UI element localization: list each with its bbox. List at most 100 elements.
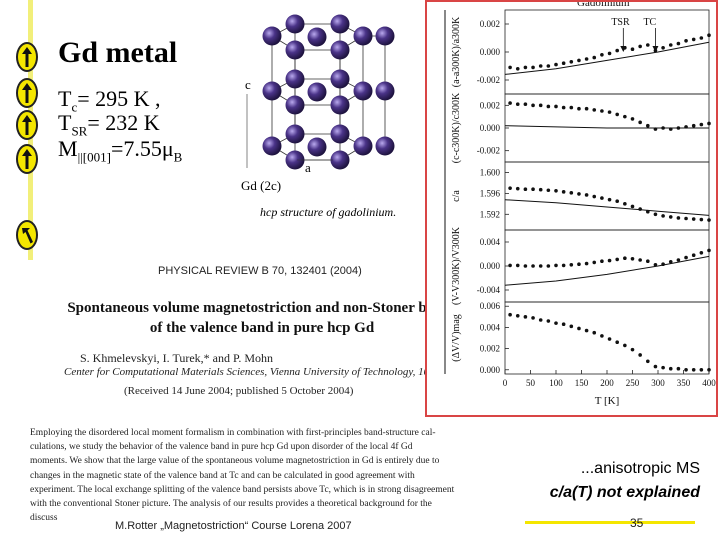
data-point [569, 105, 574, 110]
y-tick-label: 0.006 [480, 301, 501, 311]
paper-received: (Received 14 June 2004; published 5 Octo… [124, 385, 354, 397]
data-point [630, 204, 635, 209]
data-point [707, 218, 711, 222]
tsr-line: TSR= 232 K [58, 110, 160, 139]
data-point [653, 127, 658, 131]
data-point [531, 65, 535, 70]
data-point [561, 263, 566, 268]
data-point [508, 312, 512, 317]
data-point [577, 106, 581, 111]
data-point [615, 340, 619, 345]
data-point [600, 109, 604, 113]
data-point [684, 216, 688, 221]
slide-footer: M.Rotter „Magnetostriction“ Course Loren… [115, 520, 352, 532]
data-point [615, 112, 619, 117]
data-point [607, 258, 612, 263]
data-point [638, 44, 642, 49]
data-point [646, 209, 650, 214]
data-point [646, 123, 650, 128]
nav-up-button-4[interactable] [16, 144, 38, 174]
data-point [646, 43, 650, 47]
gd-atom [330, 124, 350, 144]
chart-panel-frame [504, 9, 710, 95]
data-point [699, 251, 704, 255]
calc-curve [504, 199, 710, 216]
x-tick-label: 300 [651, 378, 665, 388]
data-point [531, 264, 535, 268]
data-point [546, 319, 551, 323]
data-point [668, 215, 673, 219]
data-point [600, 196, 604, 200]
gd-atom [262, 136, 282, 156]
gd-atom [307, 137, 327, 157]
data-point [554, 62, 558, 67]
gadolinium-figure: Gadolinium 0.002 0.000 -0.002 (a-a300K)/a300… [425, 0, 718, 417]
data-point [592, 55, 597, 60]
tc-line: Tc= 295 K , [58, 86, 161, 115]
data-point [615, 199, 619, 204]
nav-up-button-2[interactable] [16, 78, 38, 108]
y-tick-label: -0.002 [477, 146, 500, 156]
gd-atom [262, 81, 282, 101]
gd-atom [330, 14, 350, 34]
gd-atom [285, 150, 305, 170]
nav-diagonal-button[interactable] [16, 220, 38, 250]
data-point [584, 193, 589, 197]
gd-atom [330, 150, 350, 170]
y-tick-label: 0.000 [480, 47, 501, 57]
gd-atom [375, 81, 395, 101]
chart-panel-frame [504, 229, 710, 303]
data-point [554, 321, 558, 325]
data-point [554, 263, 558, 268]
data-point [600, 259, 604, 264]
data-point [584, 261, 589, 266]
data-point [561, 322, 566, 327]
transition-label: TC [643, 17, 656, 28]
x-tick-label: 0 [503, 378, 508, 388]
abstract-line: with the conventional Stoner picture. Th… [30, 499, 432, 510]
hcp-crystal-diagram: c a Gd (2c) [235, 10, 430, 220]
data-point [531, 187, 535, 191]
gd-atom [330, 69, 350, 89]
abstract-line: moments. We show that the large value of… [30, 456, 440, 467]
data-point [707, 33, 711, 37]
data-point [523, 315, 528, 319]
gd-atom [285, 69, 305, 89]
crystal-structure-svg [246, 14, 395, 170]
slide-title: Gd metal [58, 36, 178, 69]
data-point [676, 216, 681, 220]
data-point [523, 264, 528, 268]
nav-up-button-3[interactable] [16, 110, 38, 140]
data-point [592, 108, 597, 112]
paper-title: Spontaneous volume magnetostriction and … [62, 298, 462, 338]
data-point [523, 187, 528, 191]
gd-atom [375, 136, 395, 156]
data-point [523, 102, 528, 106]
data-point [607, 337, 612, 341]
gd-atom [353, 26, 373, 46]
y-tick-label: 0.002 [480, 19, 500, 29]
arrow-up-left-icon [22, 228, 33, 244]
data-point [638, 120, 642, 125]
data-point [515, 67, 520, 71]
data-point [623, 256, 627, 260]
x-tick-label: 350 [677, 378, 691, 388]
data-point [546, 264, 551, 268]
y-axis-label: (ΔV/V)mag [451, 314, 462, 362]
nav-up-button-1[interactable] [16, 42, 38, 72]
arrow-up-icon [22, 83, 32, 103]
data-point [561, 105, 566, 110]
data-point [646, 259, 650, 264]
chart-title: Gadolinium [577, 2, 630, 9]
journal-reference: PHYSICAL REVIEW B 70, 132401 (2004) [158, 265, 362, 277]
transition-arrowhead [652, 46, 659, 52]
y-axis-label: (c-c300K)/c300K [451, 92, 462, 163]
data-point [691, 367, 696, 372]
data-point [653, 212, 658, 217]
y-tick-label: 1.592 [480, 209, 500, 219]
data-point [668, 366, 673, 371]
data-point [684, 125, 688, 129]
calc-curve [504, 125, 709, 129]
abstract-line: experiment. The local exchange splitting… [30, 484, 455, 495]
anisotropic-note: ...anisotropic MS c/a(T) not explained [505, 457, 700, 505]
